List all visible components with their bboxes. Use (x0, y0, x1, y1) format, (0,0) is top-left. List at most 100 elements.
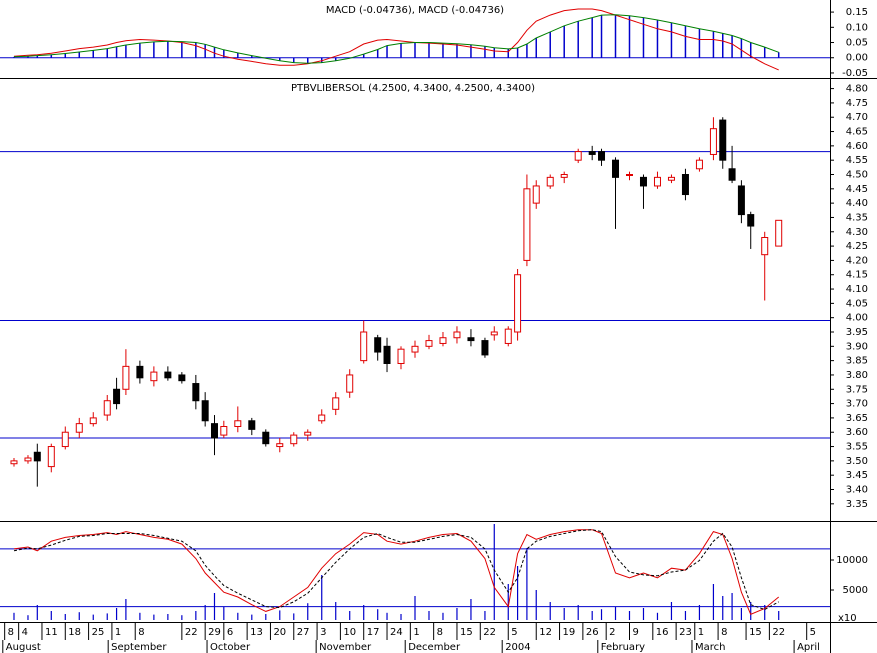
indicator-line (13, 8, 779, 71)
x-tick-label: 22 (483, 627, 496, 638)
y-tick-label: 10000 (836, 555, 868, 566)
candle-body (47, 446, 55, 468)
y-tick-label: 0.15 (846, 7, 868, 18)
candle-body (178, 374, 186, 382)
candle-body (588, 151, 596, 155)
x-tick-label: 18 (68, 627, 81, 638)
y-tick-label: 4.15 (846, 270, 868, 281)
x-tick-label: 26 (586, 627, 599, 638)
candle-body (360, 331, 368, 362)
y-tick-label: 3.80 (846, 370, 868, 381)
y-tick-label: 3.55 (846, 442, 868, 453)
candle-body (560, 174, 568, 178)
y-tick-label: 4.40 (846, 198, 868, 209)
y-tick-label: 3.85 (846, 356, 868, 367)
candle-body (653, 176, 661, 187)
candle-body (136, 365, 144, 379)
candle-body (24, 457, 32, 462)
x-tick-label: 5 (810, 627, 816, 638)
x-tick-label: 22 (185, 627, 198, 638)
candle-body (411, 345, 419, 353)
indicator-line (13, 529, 780, 615)
x-tick-label: 3 (320, 627, 326, 638)
month-label: February (601, 642, 645, 653)
y-tick-label: 4.75 (846, 98, 868, 109)
candle-body (192, 383, 200, 402)
candle-body (75, 423, 83, 433)
candle-body (276, 443, 284, 448)
y-tick-label: 3.75 (846, 384, 868, 395)
y-tick-label: 0.05 (846, 38, 868, 49)
x-tick-label: 22 (772, 627, 785, 638)
candle-body (467, 337, 475, 342)
y-tick-label: 4.05 (846, 298, 868, 309)
price-title: PTBVLIBERSOL (4.2500, 4.3400, 4.2500, 4.… (291, 83, 535, 94)
y-tick-label: 3.90 (846, 341, 868, 352)
x-tick-label: 17 (367, 627, 380, 638)
x-tick-label: 8 (721, 627, 727, 638)
indicator-line (13, 529, 779, 611)
candle-body (318, 414, 326, 422)
x-tick-label: 6 (227, 627, 233, 638)
x-tick-label: 12 (539, 627, 552, 638)
y-tick-label: 4.45 (846, 184, 868, 195)
candle-body (775, 219, 783, 247)
candle-body (695, 159, 703, 170)
candle-body (453, 331, 461, 339)
candle-body (346, 374, 354, 393)
y-tick-label: 4.30 (846, 227, 868, 238)
candle-body (728, 168, 736, 181)
candle-body (210, 423, 218, 439)
month-label: October (210, 642, 251, 653)
candle-body (397, 348, 405, 365)
y-tick-label: 4.70 (846, 112, 868, 123)
candle-body (439, 337, 447, 344)
x-tick-label: 25 (92, 627, 105, 638)
candle-body (220, 426, 228, 436)
y-tick-label: 4.55 (846, 155, 868, 166)
candle-body (747, 214, 755, 227)
candle-body (425, 340, 433, 347)
candle-body (709, 128, 717, 155)
x-tick-label: 10 (343, 627, 356, 638)
candle-body (150, 371, 158, 382)
x-tick-label: 29 (208, 627, 221, 638)
candle-body (625, 174, 633, 176)
y-tick-label: 4.00 (846, 313, 868, 324)
x-tick-label: 4 (22, 627, 28, 638)
x-tick-label: 20 (273, 627, 286, 638)
x-tick-label: 1 (698, 627, 704, 638)
y-tick-label: 3.50 (846, 456, 868, 467)
month-label: April (797, 642, 820, 653)
candle-body (514, 274, 522, 333)
candle-body (532, 185, 540, 204)
candle-body (737, 185, 745, 216)
candle-body (374, 337, 382, 353)
scale-label: x10 (838, 613, 857, 624)
candle-body (681, 174, 689, 196)
candle-body (612, 159, 620, 178)
y-tick-label: 0.00 (846, 53, 868, 64)
x-tick-label: 23 (679, 627, 692, 638)
candle-body (574, 151, 582, 161)
y-tick-label: 3.95 (846, 327, 868, 338)
x-tick-label: 8 (138, 627, 144, 638)
candle-body (103, 400, 111, 416)
y-tick-label: 3.45 (846, 470, 868, 481)
month-label: December (408, 642, 461, 653)
candle-body (639, 176, 647, 187)
candle-body (290, 434, 298, 445)
candle-body (122, 365, 130, 390)
candle-body (719, 119, 727, 161)
candle-body (262, 431, 270, 445)
y-tick-label: 4.60 (846, 141, 868, 152)
y-tick-label: 3.65 (846, 413, 868, 424)
month-label: 2004 (505, 642, 530, 653)
candle-body (523, 188, 531, 261)
y-tick-label: -0.05 (842, 68, 868, 79)
month-label: March (695, 642, 725, 653)
candle-body (598, 151, 606, 161)
month-label: August (6, 642, 41, 653)
candle-body (234, 420, 242, 428)
y-tick-label: 3.60 (846, 427, 868, 438)
